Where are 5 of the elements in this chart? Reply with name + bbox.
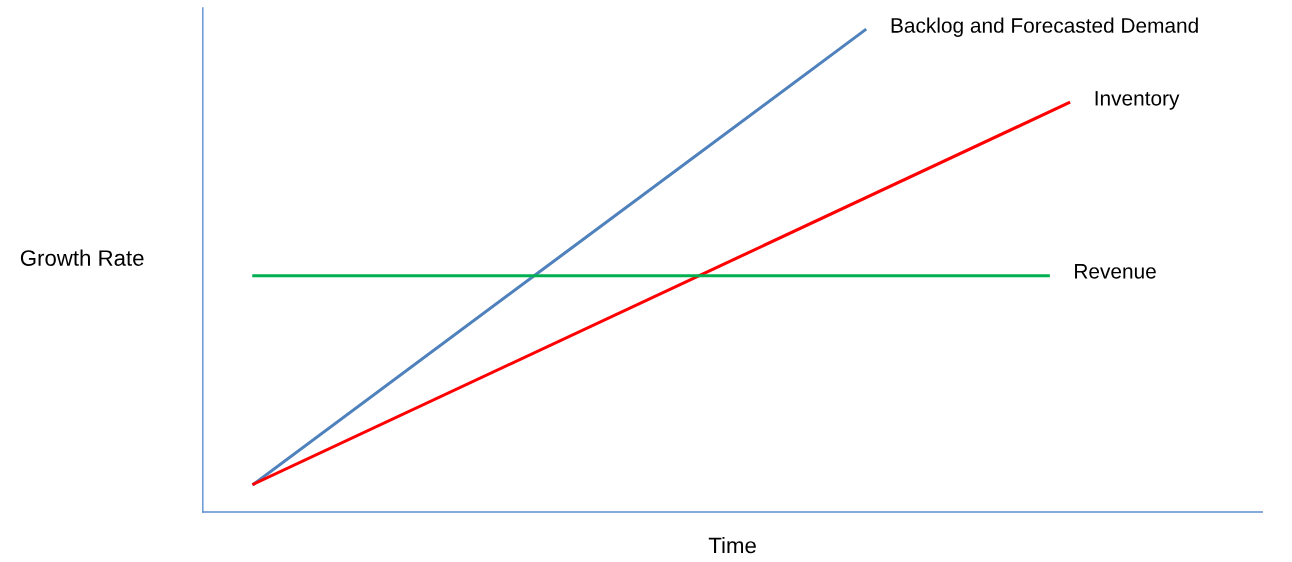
x-axis-title: Time xyxy=(708,536,756,554)
y-axis-title: Growth Rate xyxy=(20,249,144,266)
series-label: Backlog and Forecasted Demand xyxy=(891,17,1198,37)
series-label: Revenue xyxy=(1075,264,1156,279)
series-label: Inventory xyxy=(1095,91,1180,110)
